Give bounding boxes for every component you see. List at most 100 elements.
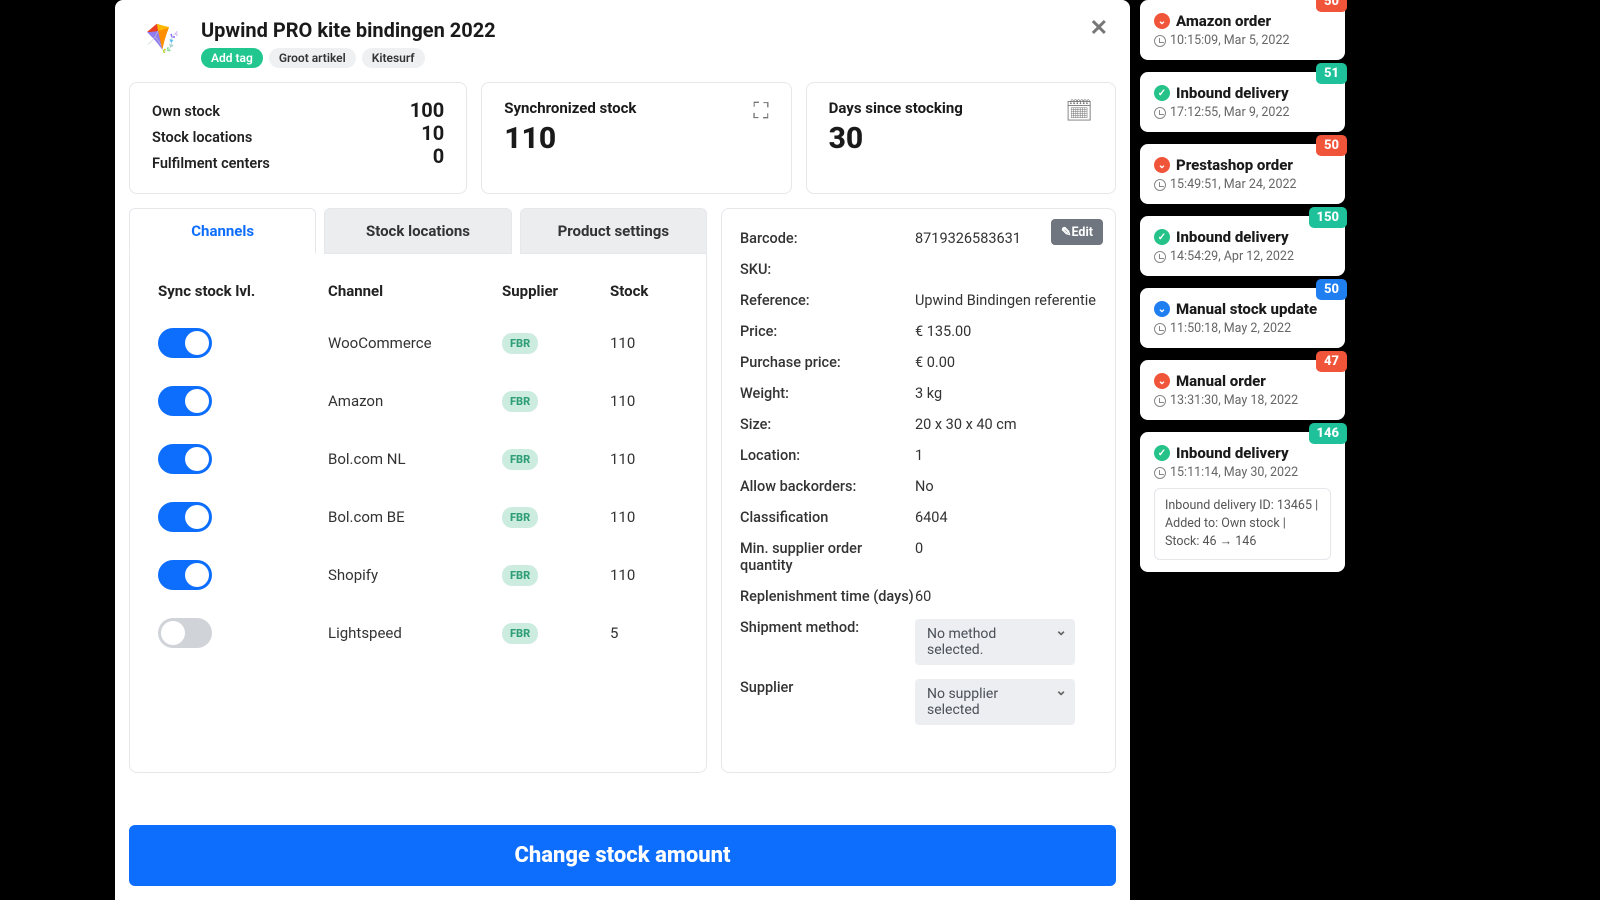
add-tag-button[interactable]: Add tag bbox=[201, 48, 263, 68]
detail-row: Classification6404 bbox=[740, 502, 1097, 533]
edit-button[interactable]: ✎Edit bbox=[1051, 219, 1103, 245]
sync-toggle[interactable] bbox=[158, 386, 212, 416]
value: 6404 bbox=[915, 509, 1097, 526]
label: Purchase price: bbox=[740, 354, 915, 371]
detail-row: SKU: bbox=[740, 254, 1097, 285]
product-modal: 🪁 Upwind PRO kite bindingen 2022 Add tag… bbox=[115, 0, 1130, 900]
supplier-select[interactable]: No supplier selected bbox=[915, 679, 1075, 725]
supplier-pill: FBR bbox=[502, 565, 538, 586]
tag-row: Add tag Groot artikel Kitesurf bbox=[201, 48, 496, 68]
sync-stock-card: Synchronized stock 110 ⛶ bbox=[481, 82, 791, 194]
feed-badge: 47 bbox=[1316, 351, 1347, 372]
feed-timestamp: 14:54:29, Apr 12, 2022 bbox=[1154, 249, 1331, 264]
clock-icon bbox=[1154, 251, 1166, 263]
feed-title: ⌄Amazon order bbox=[1154, 12, 1331, 30]
detail-row: Barcode:8719326583631 bbox=[740, 223, 1097, 254]
label: Min. supplier order quantity bbox=[740, 540, 915, 574]
label: Days since stocking bbox=[829, 99, 963, 117]
change-stock-button[interactable]: Change stock amount bbox=[129, 825, 1116, 886]
clock-icon bbox=[1154, 323, 1166, 335]
shipment-method-select[interactable]: No method selected. bbox=[915, 619, 1075, 665]
label: Size: bbox=[740, 416, 915, 433]
sync-toggle[interactable] bbox=[158, 560, 212, 590]
label: Shipment method: bbox=[740, 619, 915, 665]
label: Fulfilment centers bbox=[152, 151, 270, 177]
status-icon: ⌄ bbox=[1154, 301, 1170, 317]
supplier-pill: FBR bbox=[502, 333, 538, 354]
feed-card[interactable]: 51✓Inbound delivery17:12:55, Mar 9, 2022 bbox=[1140, 72, 1345, 132]
feed-badge: 51 bbox=[1316, 63, 1347, 84]
feed-badge: 50 bbox=[1316, 279, 1347, 300]
value: 20 x 30 x 40 cm bbox=[915, 416, 1097, 433]
summary-cards: Own stock Stock locations Fulfilment cen… bbox=[115, 82, 1130, 194]
sync-toggle[interactable] bbox=[158, 502, 212, 532]
feed-card[interactable]: 50⌄Amazon order10:15:09, Mar 5, 2022 bbox=[1140, 0, 1345, 60]
feed-timestamp: 13:31:30, May 18, 2022 bbox=[1154, 393, 1331, 408]
status-icon: ✓ bbox=[1154, 85, 1170, 101]
supplier-pill: FBR bbox=[502, 623, 538, 644]
feed-title: ✓Inbound delivery bbox=[1154, 84, 1331, 102]
own-stock-card: Own stock Stock locations Fulfilment cen… bbox=[129, 82, 467, 194]
feed-timestamp: 15:49:51, Mar 24, 2022 bbox=[1154, 177, 1331, 192]
tab-channels[interactable]: Channels bbox=[129, 208, 316, 254]
feed-title: ⌄Manual stock update bbox=[1154, 300, 1331, 318]
detail-row: Purchase price:€ 0.00 bbox=[740, 347, 1097, 378]
tab-stock-locations[interactable]: Stock locations bbox=[324, 208, 511, 254]
close-icon[interactable]: ✕ bbox=[1090, 16, 1108, 41]
feed-card[interactable]: 47⌄Manual order13:31:30, May 18, 2022 bbox=[1140, 360, 1345, 420]
tag[interactable]: Kitesurf bbox=[362, 48, 425, 68]
label: SKU: bbox=[740, 261, 915, 278]
value bbox=[915, 261, 1097, 278]
feed-card[interactable]: 50⌄Prestashop order15:49:51, Mar 24, 202… bbox=[1140, 144, 1345, 204]
value: 100 bbox=[410, 99, 444, 122]
clock-icon bbox=[1154, 395, 1166, 407]
col-header: Sync stock lvl. bbox=[158, 282, 328, 300]
feed-card[interactable]: 150✓Inbound delivery14:54:29, Apr 12, 20… bbox=[1140, 216, 1345, 276]
clock-icon bbox=[1154, 179, 1166, 191]
feed-timestamp: 17:12:55, Mar 9, 2022 bbox=[1154, 105, 1331, 120]
supplier-pill: FBR bbox=[502, 391, 538, 412]
tag[interactable]: Groot artikel bbox=[269, 48, 356, 68]
feed-title: ✓Inbound delivery bbox=[1154, 444, 1331, 462]
channel-name: Amazon bbox=[328, 392, 502, 410]
label: Stock locations bbox=[152, 125, 270, 151]
label: Reference: bbox=[740, 292, 915, 309]
channel-stock: 5 bbox=[610, 624, 678, 642]
modal-header: 🪁 Upwind PRO kite bindingen 2022 Add tag… bbox=[115, 0, 1130, 82]
product-title: Upwind PRO kite bindingen 2022 bbox=[201, 18, 496, 42]
feed-card[interactable]: 146✓Inbound delivery15:11:14, May 30, 20… bbox=[1140, 432, 1345, 572]
channel-stock: 110 bbox=[610, 566, 678, 584]
label: Weight: bbox=[740, 385, 915, 402]
calendar-icon: 🗓 bbox=[1065, 99, 1093, 124]
feed-timestamp: 11:50:18, May 2, 2022 bbox=[1154, 321, 1331, 336]
label: Price: bbox=[740, 323, 915, 340]
label: Supplier bbox=[740, 679, 915, 725]
days-since-card: Days since stocking 30 🗓 bbox=[806, 82, 1116, 194]
value: 110 bbox=[504, 121, 636, 156]
tabs: Channels Stock locations Product setting… bbox=[129, 208, 707, 254]
boxes-icon: ⛶ bbox=[753, 99, 768, 124]
channel-row: AmazonFBR110 bbox=[158, 372, 678, 430]
detail-row: Size:20 x 30 x 40 cm bbox=[740, 409, 1097, 440]
channel-stock: 110 bbox=[610, 334, 678, 352]
value: € 135.00 bbox=[915, 323, 1097, 340]
sync-toggle[interactable] bbox=[158, 444, 212, 474]
channel-name: Shopify bbox=[328, 566, 502, 584]
value: No bbox=[915, 478, 1097, 495]
channel-stock: 110 bbox=[610, 450, 678, 468]
supplier-pill: FBR bbox=[502, 507, 538, 528]
feed-badge: 50 bbox=[1316, 0, 1347, 12]
col-header: Channel bbox=[328, 282, 502, 300]
feed-title: ✓Inbound delivery bbox=[1154, 228, 1331, 246]
product-details-panel: ✎Edit Barcode:8719326583631 SKU: Reference… bbox=[721, 208, 1116, 773]
status-icon: ⌄ bbox=[1154, 373, 1170, 389]
channel-name: WooCommerce bbox=[328, 334, 502, 352]
product-image: 🪁 bbox=[137, 18, 189, 58]
sync-toggle[interactable] bbox=[158, 328, 212, 358]
sync-toggle[interactable] bbox=[158, 618, 212, 648]
feed-title: ⌄Prestashop order bbox=[1154, 156, 1331, 174]
feed-detail: Inbound delivery ID: 13465 | Added to: O… bbox=[1154, 488, 1331, 560]
feed-card[interactable]: 50⌄Manual stock update11:50:18, May 2, 2… bbox=[1140, 288, 1345, 348]
detail-row: Replenishment time (days)60 bbox=[740, 581, 1097, 612]
tab-product-settings[interactable]: Product settings bbox=[520, 208, 707, 254]
